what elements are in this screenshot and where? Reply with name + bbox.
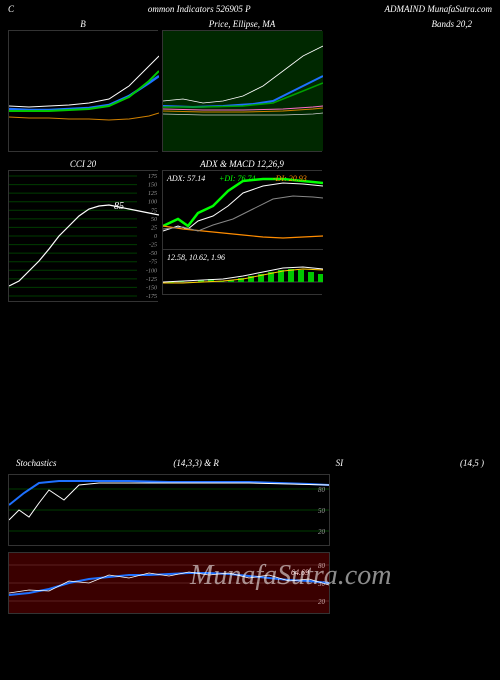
row-indicators: CCI 20 1751501251007550250-25-50-75-100-…	[0, 158, 500, 302]
chart-adx: ADX: 57.14 +DI: 76.74 -DI: 20.93	[163, 171, 323, 249]
panel-b-title: B	[8, 18, 158, 30]
svg-text:175: 175	[148, 174, 157, 180]
header-left: C	[8, 4, 14, 14]
panel-adx-macd: ADX & MACD 12,26,9 ADX: 57.14 +DI: 76.74 -…	[162, 158, 322, 302]
svg-text:0: 0	[154, 234, 157, 240]
panel-b: B	[8, 18, 158, 152]
panel-cci-title: CCI 20	[8, 158, 158, 170]
panel-price-ma: Price, Ellipse, MA	[162, 18, 322, 152]
row-stoch: 80 50 20	[0, 474, 500, 546]
svg-text:80: 80	[318, 486, 326, 494]
chart-b	[9, 31, 159, 151]
svg-text:50: 50	[318, 507, 326, 515]
page-header: C ommon Indicators 526905 P ADMAIND Muna…	[0, 0, 500, 18]
svg-text:+DI: 76.74: +DI: 76.74	[219, 174, 256, 183]
svg-text:-25: -25	[149, 243, 157, 249]
stoch-label: Stochastics	[16, 458, 57, 468]
header-right: ADMAIND MunafaSutra.com	[384, 4, 492, 14]
svg-text:ADX: 57.14: ADX: 57.14	[166, 174, 205, 183]
panel-adx-title: ADX & MACD 12,26,9	[162, 158, 322, 170]
svg-text:-125: -125	[146, 277, 157, 283]
row-price: B Price, Ellipse, MA Bands 20,2	[0, 18, 500, 152]
svg-text:80: 80	[318, 562, 326, 570]
spacer	[0, 308, 500, 458]
chart-macd: 12.58, 10.62, 1.96	[163, 249, 323, 294]
si-params: (14,5 )	[460, 458, 484, 468]
svg-text:20: 20	[318, 598, 326, 606]
panel-price-title: Price, Ellipse, MA	[162, 18, 322, 30]
svg-text:20: 20	[318, 528, 326, 536]
svg-text:150: 150	[148, 183, 157, 189]
chart-stochastics: 80 50 20	[9, 475, 329, 545]
si-label: SI	[336, 458, 344, 468]
svg-text:125: 125	[148, 191, 157, 197]
panel-cci: CCI 20 1751501251007550250-25-50-75-100-…	[8, 158, 158, 302]
svg-text:-100: -100	[146, 268, 157, 274]
header-center: ommon Indicators 526905 P	[148, 4, 251, 14]
svg-text:64.69: 64.69	[291, 568, 309, 577]
svg-text:100: 100	[148, 200, 157, 206]
row-stoch-header: Stochastics (14,3,3) & R SI (14,5 )	[0, 458, 500, 468]
chart-cci: 1751501251007550250-25-50-75-100-125-150…	[9, 171, 159, 301]
svg-text:-50: -50	[149, 251, 157, 257]
svg-text:50: 50	[151, 217, 157, 223]
svg-text:85: 85	[114, 201, 124, 212]
panel-bands: Bands 20,2	[326, 18, 476, 152]
svg-text:-150: -150	[146, 285, 157, 291]
svg-text:-DI: 20.93: -DI: 20.93	[273, 174, 307, 183]
svg-text:12.58, 10.62, 1.96: 12.58, 10.62, 1.96	[167, 253, 225, 262]
stoch-params: (14,3,3) & R	[173, 458, 219, 468]
chart-rsi: 80502064.69	[9, 553, 329, 613]
svg-text:-75: -75	[149, 260, 157, 266]
chart-price-ma	[163, 31, 323, 151]
panel-bands-title: Bands 20,2	[326, 18, 476, 30]
svg-text:25: 25	[151, 225, 157, 231]
svg-text:-175: -175	[146, 294, 157, 300]
row-rsi: 80502064.69	[0, 552, 500, 614]
